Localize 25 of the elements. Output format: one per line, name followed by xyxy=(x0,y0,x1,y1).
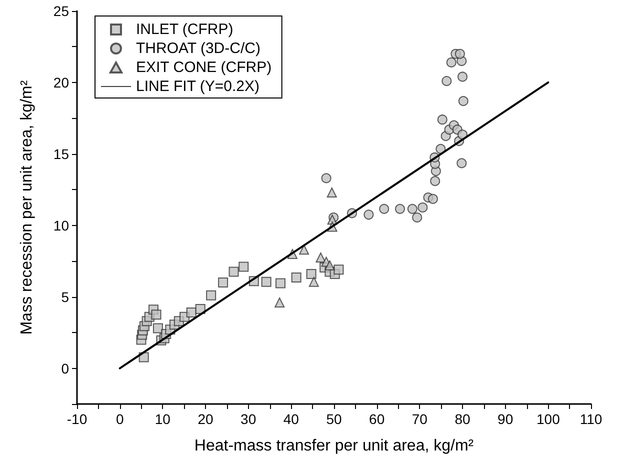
x-tick-label: 110 xyxy=(580,411,602,427)
x-tick-label: 50 xyxy=(326,411,342,427)
x-tick-label: 40 xyxy=(283,411,300,427)
legend-label: THROAT (3D-C/C) xyxy=(136,40,260,57)
y-tick-label: 20 xyxy=(53,74,70,90)
x-tick-label: 30 xyxy=(240,411,256,427)
y-tick-label: 10 xyxy=(53,217,70,234)
x-axis-title: Heat-mass transfer per unit area, kg/m² xyxy=(194,438,474,454)
x-tick-label: 80 xyxy=(454,411,470,427)
x-tick-label: 10 xyxy=(154,411,171,427)
y-tick-label: 15 xyxy=(53,146,70,162)
legend-label: LINE FIT (Y=0.2X) xyxy=(136,78,260,95)
x-tick-label: 70 xyxy=(412,411,428,427)
y-tick-label: 25 xyxy=(53,3,70,19)
x-tick-label: 90 xyxy=(498,411,514,427)
x-tick-label: 0 xyxy=(116,411,124,427)
y-tick-label: 0 xyxy=(61,360,70,376)
x-tick-label: 60 xyxy=(369,411,385,427)
x-tick-label: 100 xyxy=(536,411,560,427)
x-tick-label: 20 xyxy=(198,411,214,427)
y-axis-title: Mass recession per unit area, kg/m² xyxy=(18,80,36,335)
x-tick-label: -10 xyxy=(66,411,88,427)
y-tick-label: 5 xyxy=(61,288,70,305)
legend-label: INLET (CFRP) xyxy=(136,21,234,38)
legend-label: EXIT CONE (CFRP) xyxy=(136,59,272,76)
